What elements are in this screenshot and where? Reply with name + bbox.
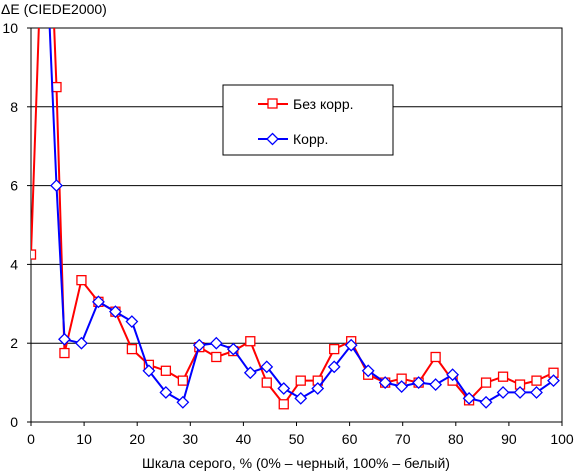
data-point-diamond xyxy=(530,386,543,399)
data-point-square xyxy=(31,249,37,260)
data-point-square xyxy=(480,377,492,388)
x-axis-title: Шкала серого, % (0% – черный, 100% – бел… xyxy=(142,455,450,471)
y-tick-label: 4 xyxy=(10,256,18,272)
data-point-diamond xyxy=(176,395,190,409)
legend: Без корр. Корр. xyxy=(222,84,394,156)
x-tick-label: 20 xyxy=(129,431,145,447)
x-tick-label: 100 xyxy=(550,431,574,447)
x-tick-label: 80 xyxy=(448,431,464,447)
data-point-diamond xyxy=(496,386,510,399)
x-tick-label: 60 xyxy=(342,431,358,447)
data-point-square xyxy=(531,375,542,386)
data-point-square xyxy=(126,343,138,355)
data-point-diamond xyxy=(209,336,223,350)
y-tick-label: 2 xyxy=(10,335,18,351)
data-point-diamond xyxy=(378,376,392,390)
data-point-diamond xyxy=(429,378,443,391)
data-point-diamond xyxy=(125,315,139,328)
data-point-diamond xyxy=(243,366,257,380)
data-point-diamond xyxy=(192,338,206,352)
data-point-diamond xyxy=(260,360,274,374)
x-tick-label: 30 xyxy=(183,431,199,447)
y-tick-label: 10 xyxy=(2,20,18,36)
data-point-diamond xyxy=(294,391,308,405)
data-point-square xyxy=(177,375,189,386)
legend-label-uncorrected: Без корр. xyxy=(293,96,354,112)
series-line xyxy=(31,28,554,406)
data-point-square xyxy=(211,351,222,363)
legend-marker-corrected xyxy=(266,132,279,146)
x-tick-label: 40 xyxy=(236,431,252,447)
y-axis-title: ΔE (CIEDE2000) xyxy=(1,1,107,17)
data-point-square xyxy=(295,375,306,386)
data-point-diamond xyxy=(75,336,88,350)
y-tick-label: 0 xyxy=(10,414,18,430)
legend-box xyxy=(222,84,394,156)
data-point-diamond xyxy=(58,332,71,346)
data-point-square xyxy=(329,343,340,355)
data-point-diamond xyxy=(142,364,156,378)
x-tick-label: 50 xyxy=(289,431,305,447)
data-point-square xyxy=(245,336,256,347)
data-point-diamond xyxy=(344,338,358,352)
data-point-diamond xyxy=(92,295,105,309)
data-point-square xyxy=(430,351,441,363)
data-point-square xyxy=(59,347,70,359)
series-line xyxy=(48,28,555,404)
data-point-square xyxy=(160,365,172,376)
series-layer xyxy=(31,28,560,410)
x-tick-label: 70 xyxy=(395,431,411,447)
data-point-diamond xyxy=(226,342,240,356)
data-point-diamond xyxy=(311,382,325,395)
series-corrected xyxy=(48,28,560,409)
data-point-diamond xyxy=(327,360,341,374)
data-point-square xyxy=(497,371,509,382)
y-tick-label: 8 xyxy=(10,99,18,115)
legend-label-corrected: Корр. xyxy=(293,131,328,147)
x-tick-label: 0 xyxy=(27,431,35,447)
data-point-diamond xyxy=(513,386,527,399)
data-point-diamond xyxy=(395,380,409,393)
legend-marker-uncorrected xyxy=(267,98,278,109)
data-point-square xyxy=(76,275,87,286)
x-tick-label: 90 xyxy=(501,431,517,447)
data-point-diamond xyxy=(159,386,173,399)
data-point-diamond xyxy=(109,305,122,319)
data-point-diamond xyxy=(462,391,476,405)
data-point-diamond xyxy=(446,368,460,382)
data-point-diamond xyxy=(50,179,63,193)
data-point-diamond xyxy=(277,382,291,395)
series-uncorrected xyxy=(31,28,559,410)
data-point-square xyxy=(261,377,272,388)
x-tick-label: 10 xyxy=(76,431,92,447)
data-point-diamond xyxy=(547,374,560,388)
y-tick-label: 6 xyxy=(10,178,18,194)
data-point-square xyxy=(278,399,289,410)
data-point-diamond xyxy=(361,364,375,378)
data-point-diamond xyxy=(412,376,426,390)
data-point-diamond xyxy=(479,395,493,409)
